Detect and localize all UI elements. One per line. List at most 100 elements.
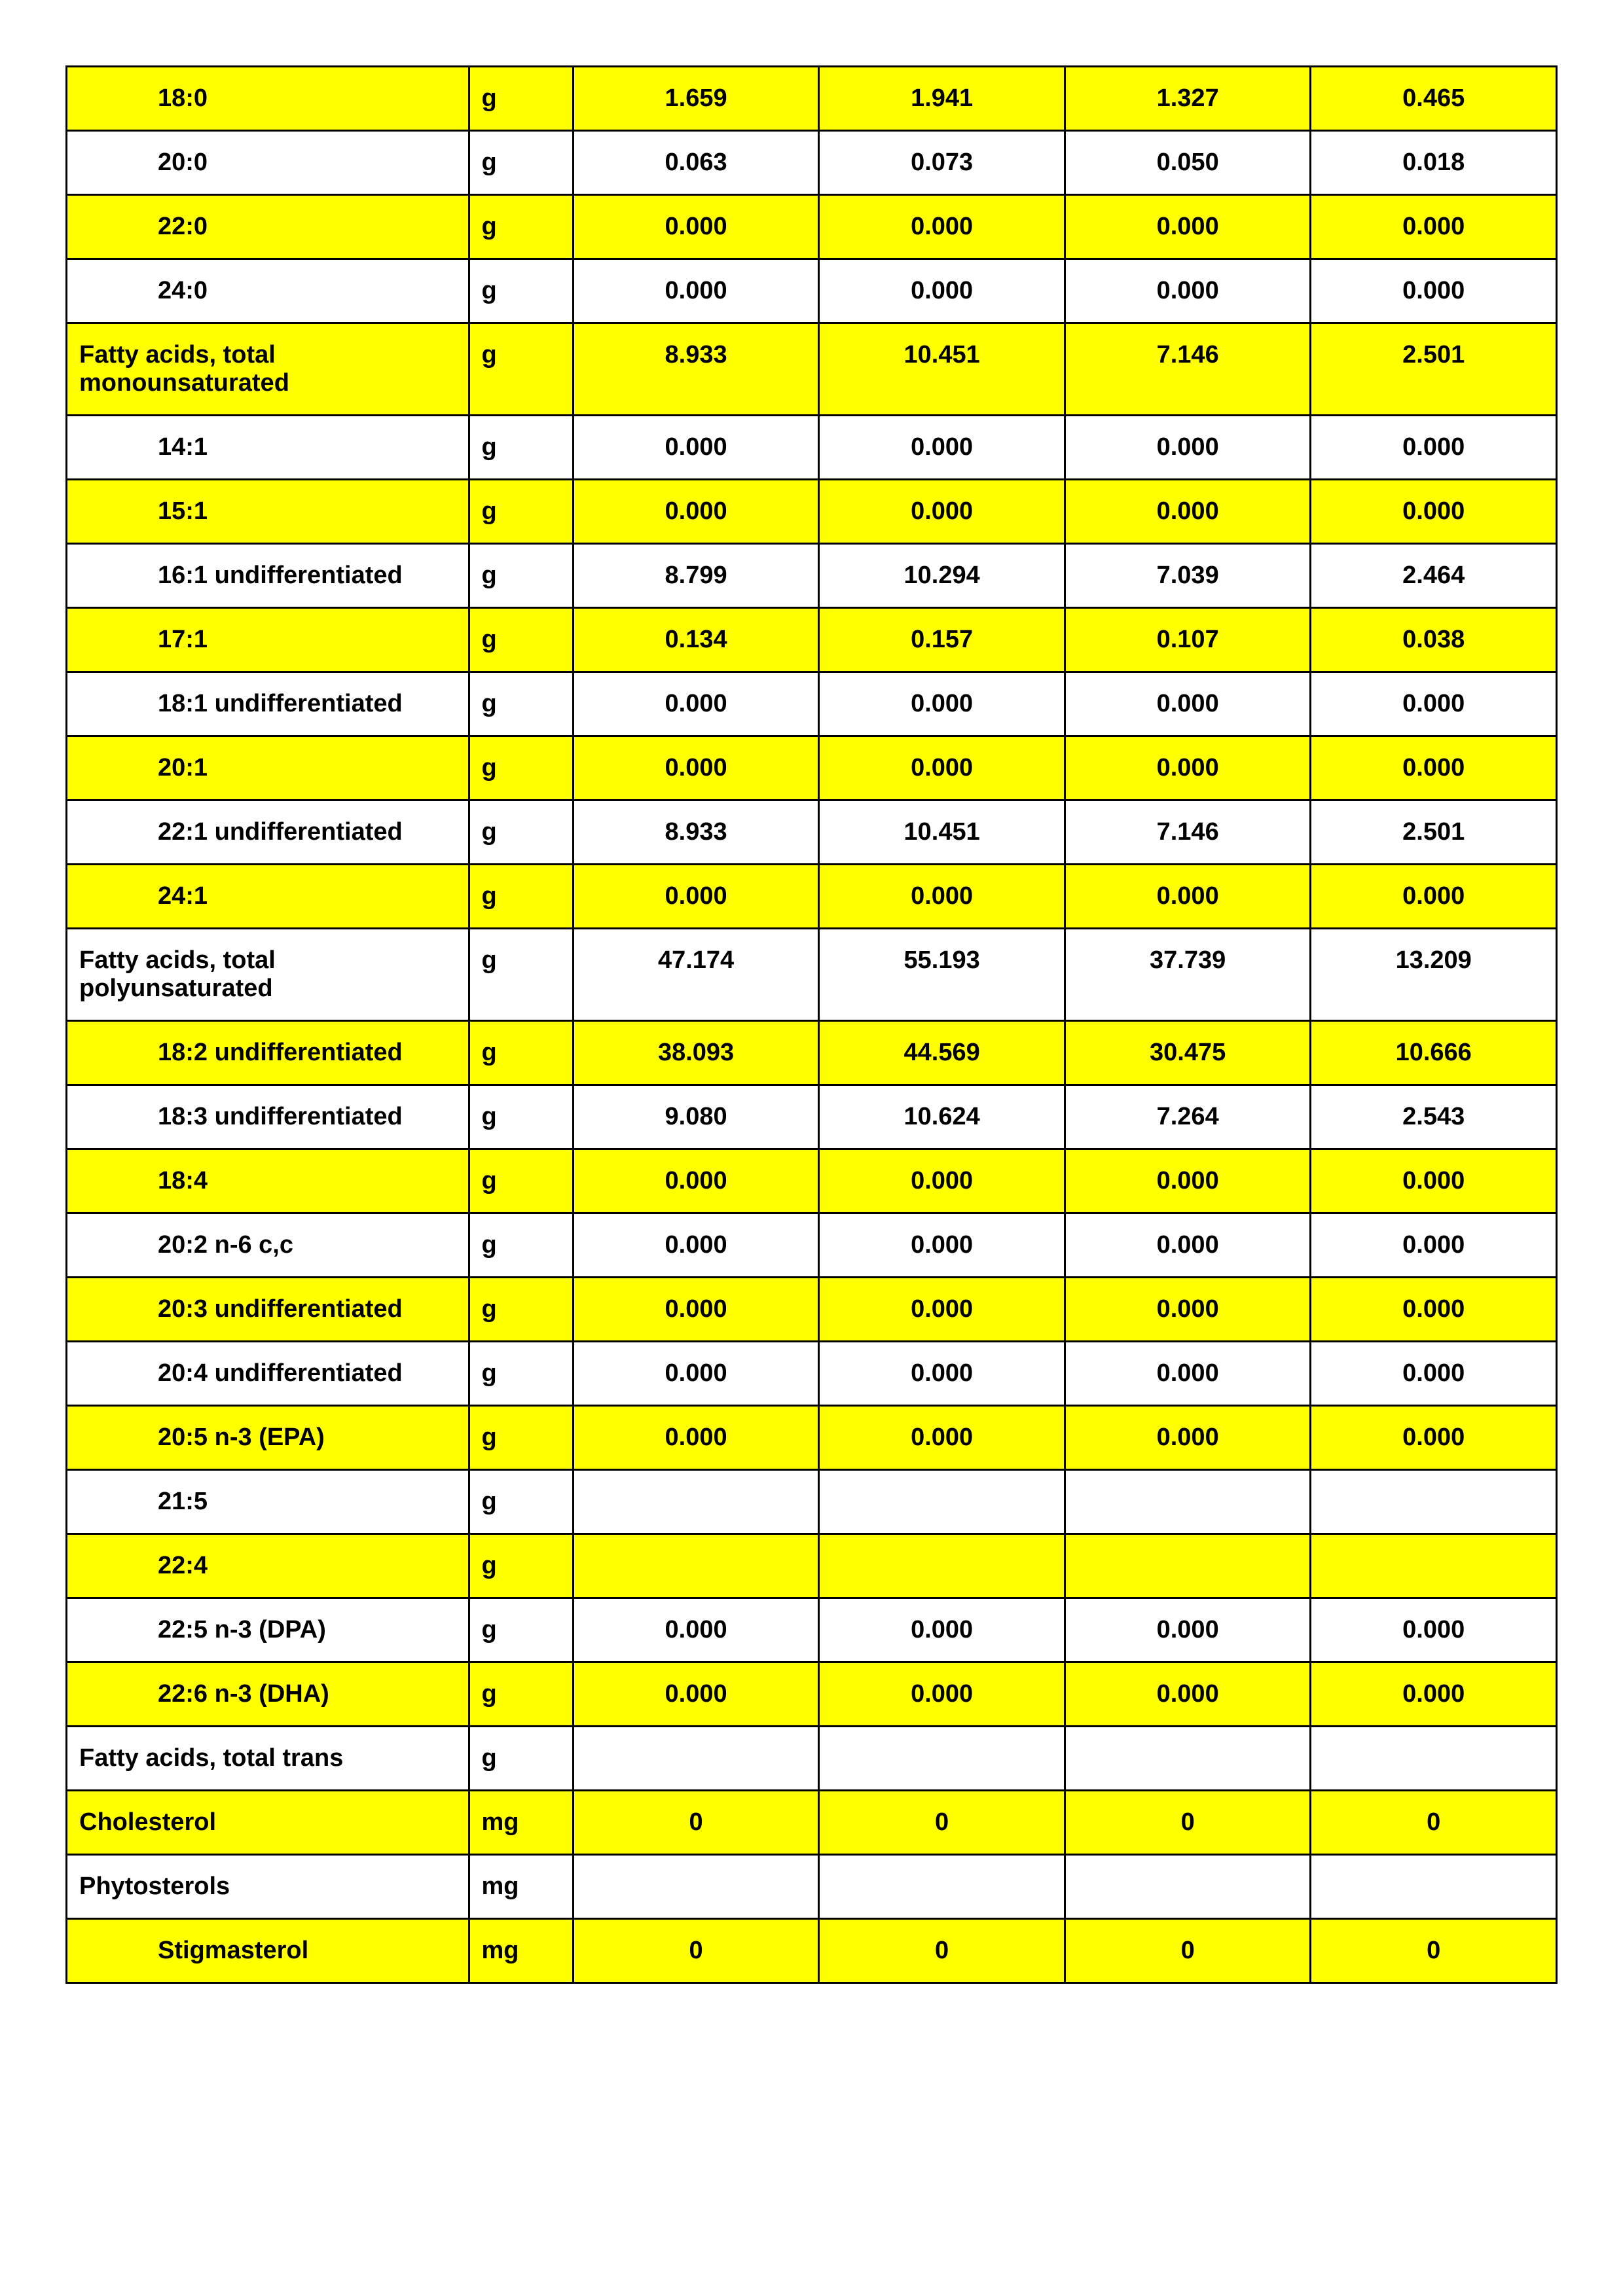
row-value: 0.000 (573, 1662, 819, 1727)
row-name-text: Stigmasterol (79, 1937, 308, 1964)
row-name-text: 18:4 (79, 1167, 208, 1194)
row-value: 0.000 (819, 1342, 1065, 1406)
row-unit: g (469, 1662, 573, 1727)
row-value: 2.501 (1311, 800, 1557, 865)
table-row: 20:5 n-3 (EPA)g0.0000.0000.0000.000 (67, 1406, 1557, 1470)
row-value: 55.193 (819, 929, 1065, 1021)
table-row: 18:2 undifferentiatedg38.09344.56930.475… (67, 1021, 1557, 1085)
row-value: 0.000 (1065, 1213, 1311, 1278)
row-value: 0.000 (1065, 865, 1311, 929)
row-value (1311, 1470, 1557, 1534)
row-value: 0.000 (1311, 1278, 1557, 1342)
row-unit: g (469, 1598, 573, 1662)
row-unit: g (469, 1278, 573, 1342)
row-name-text: 20:1 (79, 754, 208, 781)
row-value: 0.000 (819, 1406, 1065, 1470)
row-value: 0.000 (573, 672, 819, 736)
row-name-text: 21:5 (79, 1488, 208, 1515)
row-unit: g (469, 672, 573, 736)
row-name: 17:1 (67, 608, 469, 672)
row-unit: g (469, 1470, 573, 1534)
table-row: 20:0g0.0630.0730.0500.018 (67, 131, 1557, 195)
row-name-text: Fatty acids, total polyunsaturated (79, 946, 276, 1002)
row-name: 14:1 (67, 416, 469, 480)
row-name: 22:4 (67, 1534, 469, 1598)
row-value: 0 (573, 1919, 819, 1983)
table-row: Phytosterols mg (67, 1855, 1557, 1919)
row-value: 0.000 (1065, 416, 1311, 480)
table-row: 24:1g0.0000.0000.0000.000 (67, 865, 1557, 929)
row-name-text: Cholesterol (79, 1808, 216, 1836)
row-unit: g (469, 323, 573, 416)
row-value: 7.264 (1065, 1085, 1311, 1149)
row-unit: g (469, 1534, 573, 1598)
row-value: 0 (1311, 1919, 1557, 1983)
row-name: 18:4 (67, 1149, 469, 1213)
row-name-text: Fatty acids, total trans (79, 1744, 343, 1772)
row-name-text: 22:6 n-3 (DHA) (79, 1680, 329, 1708)
row-value: 0.000 (573, 480, 819, 544)
table-row: 22:4g (67, 1534, 1557, 1598)
row-name: 22:1 undifferentiated (67, 800, 469, 865)
row-value: 0.000 (1311, 672, 1557, 736)
row-value: 8.933 (573, 323, 819, 416)
row-value: 0.000 (1065, 736, 1311, 800)
row-value: 0.000 (1311, 1598, 1557, 1662)
row-name: Fatty acids, total monounsaturated (67, 323, 469, 416)
row-value: 10.294 (819, 544, 1065, 608)
row-unit: g (469, 67, 573, 131)
row-value: 10.624 (819, 1085, 1065, 1149)
row-unit: mg (469, 1855, 573, 1919)
table-row: 21:5 g (67, 1470, 1557, 1534)
table-row: 18:3 undifferentiatedg9.08010.6247.2642.… (67, 1085, 1557, 1149)
row-unit: g (469, 1406, 573, 1470)
row-value: 10.666 (1311, 1021, 1557, 1085)
row-value: 0.157 (819, 608, 1065, 672)
row-value: 0 (1065, 1919, 1311, 1983)
row-value (819, 1470, 1065, 1534)
row-value: 0.000 (1311, 1149, 1557, 1213)
row-unit: g (469, 416, 573, 480)
row-unit: g (469, 480, 573, 544)
row-value: 0.000 (1065, 1406, 1311, 1470)
row-name: 18:0 (67, 67, 469, 131)
row-value: 0.000 (819, 672, 1065, 736)
row-value: 0.000 (573, 195, 819, 259)
row-value: 2.501 (1311, 323, 1557, 416)
row-value: 0.000 (1311, 865, 1557, 929)
row-name: 22:0 (67, 195, 469, 259)
row-value (819, 1855, 1065, 1919)
row-value: 44.569 (819, 1021, 1065, 1085)
row-value: 0.000 (573, 1213, 819, 1278)
row-name: Cholesterol (67, 1791, 469, 1855)
row-value: 0.000 (1065, 1278, 1311, 1342)
row-name-text: 22:5 n-3 (DPA) (79, 1616, 326, 1643)
row-name-text: 14:1 (79, 433, 208, 461)
row-value: 0.000 (573, 1406, 819, 1470)
row-name-text: 17:1 (79, 626, 208, 653)
row-name: 22:5 n-3 (DPA) (67, 1598, 469, 1662)
row-unit: g (469, 259, 573, 323)
row-unit: g (469, 736, 573, 800)
row-name-text: 20:2 n-6 c,c (79, 1231, 293, 1259)
row-unit: g (469, 608, 573, 672)
nutrition-table: 18:0g1.6591.9411.3270.46520:0g0.0630.073… (65, 65, 1558, 1984)
row-value: 0.000 (819, 1213, 1065, 1278)
row-name: 22:6 n-3 (DHA) (67, 1662, 469, 1727)
row-value: 37.739 (1065, 929, 1311, 1021)
row-value (819, 1727, 1065, 1791)
row-value: 8.933 (573, 800, 819, 865)
row-name-text: 24:1 (79, 882, 208, 910)
row-name: Phytosterols (67, 1855, 469, 1919)
row-name-text: 18:3 undifferentiated (79, 1103, 403, 1130)
table-row: 20:3 undifferentiatedg0.0000.0000.0000.0… (67, 1278, 1557, 1342)
row-name: 21:5 (67, 1470, 469, 1534)
row-value: 0.000 (819, 480, 1065, 544)
row-value (573, 1534, 819, 1598)
row-value (573, 1470, 819, 1534)
row-name: 18:3 undifferentiated (67, 1085, 469, 1149)
row-name: 20:0 (67, 131, 469, 195)
row-value: 0.073 (819, 131, 1065, 195)
row-name-text: Phytosterols (79, 1873, 230, 1900)
row-name: Fatty acids, total trans (67, 1727, 469, 1791)
